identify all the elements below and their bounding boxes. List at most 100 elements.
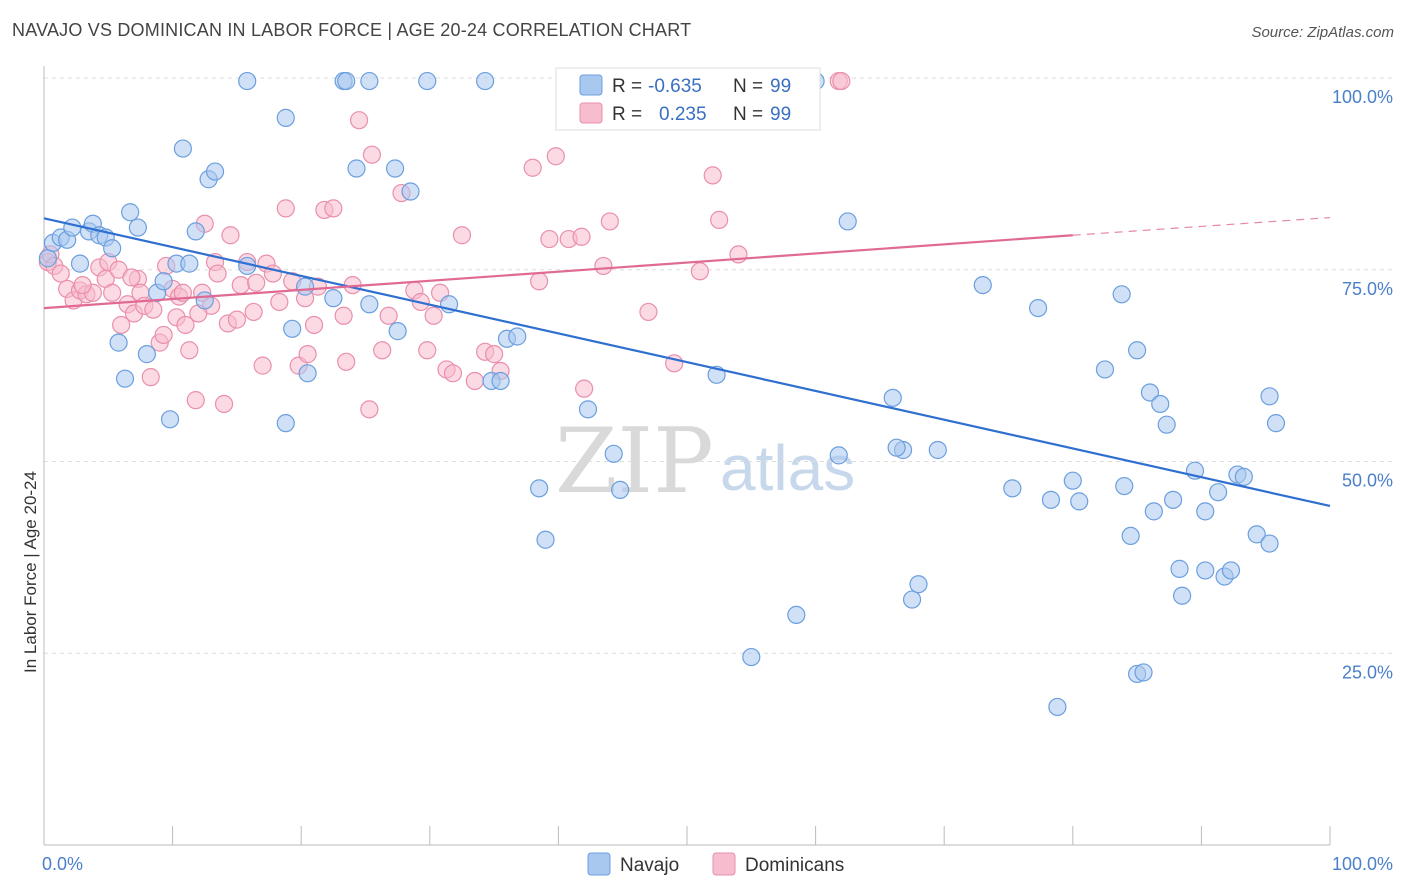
dominican-point — [276, 199, 295, 218]
bottom-legend-label-dominican: Dominicans — [745, 855, 844, 876]
dominican-point — [231, 275, 250, 295]
navajo-point — [1209, 483, 1228, 502]
dominican-point — [144, 300, 163, 319]
dominican-point — [540, 229, 559, 249]
navajo-point — [536, 530, 555, 549]
navajo-point — [238, 71, 257, 91]
navajo-point — [103, 239, 122, 258]
navajo-point — [1127, 341, 1147, 360]
navajo-point — [1170, 559, 1189, 578]
navajo-point — [180, 254, 199, 273]
correlation-legend: R = -0.635 N = 99 R = 0.235 N = 99 — [555, 67, 821, 131]
navajo-point — [1063, 471, 1082, 490]
y-tick-label: 25.0% — [1342, 662, 1393, 682]
navajo-point — [1221, 561, 1241, 580]
navajo-point — [1144, 502, 1163, 521]
navajo-point — [1028, 299, 1048, 318]
trend-lines — [43, 216, 1331, 508]
dominican-point — [141, 368, 160, 387]
navajo-point — [115, 369, 135, 388]
navajo-points — [38, 71, 1286, 717]
dominican-point — [253, 356, 272, 375]
dominican-point — [418, 341, 437, 360]
dominican-point — [214, 394, 234, 414]
dominican-point — [523, 158, 542, 177]
legend-n-label-navajo: N = — [733, 76, 763, 97]
navajo-point — [1196, 502, 1215, 521]
dominican-point — [304, 315, 324, 335]
navajo-point — [128, 218, 147, 237]
dominican-point — [443, 364, 463, 383]
navajo-point — [38, 249, 57, 268]
legend-r-value-navajo: -0.635 — [648, 76, 702, 97]
dominican-point — [530, 272, 549, 291]
navajo-point — [276, 414, 295, 433]
navajo-point — [295, 277, 315, 296]
navajo-point — [205, 162, 225, 181]
dominican-point — [270, 292, 289, 312]
navajo-point — [1134, 663, 1153, 682]
navajo-point — [1234, 467, 1253, 486]
bottom-legend-label-navajo: Navajo — [620, 855, 679, 876]
dominican-point — [334, 306, 353, 325]
navajo-point — [385, 159, 405, 178]
dominican-point — [832, 71, 851, 91]
navajo-point — [1247, 525, 1266, 544]
dominican-trend-extension — [1072, 216, 1331, 236]
navajo-point — [337, 71, 356, 91]
dominican-point — [465, 371, 484, 391]
legend-n-value-dominican: 99 — [770, 104, 791, 125]
dominican-point — [710, 210, 729, 229]
dominican-point — [362, 145, 382, 164]
dominican-point — [227, 310, 246, 329]
dominican-point — [324, 199, 343, 218]
series-legend: Navajo Dominicans — [587, 852, 844, 876]
dominican-point — [180, 341, 199, 360]
navajo-point — [121, 203, 140, 222]
dominican-point — [221, 226, 240, 245]
dominican-point — [244, 302, 263, 322]
navajo-point — [324, 289, 343, 308]
navajo-point — [388, 322, 407, 341]
navajo-point — [109, 333, 128, 352]
dominican-point — [572, 227, 591, 246]
dominican-point — [51, 264, 70, 283]
dominican-point — [208, 264, 227, 283]
navajo-point — [973, 275, 992, 295]
dominican-point — [349, 111, 369, 130]
dominican-point — [690, 262, 709, 281]
navajo-point — [137, 345, 156, 364]
dominican-point — [298, 345, 317, 364]
legend-swatch-navajo — [579, 74, 603, 96]
legend-swatch-dominican — [579, 102, 603, 124]
navajo-point — [742, 647, 761, 667]
dominican-point — [485, 345, 504, 364]
dominican-point — [73, 275, 92, 295]
dominican-point — [424, 306, 443, 325]
navajo-point — [1003, 479, 1022, 498]
dominican-point — [360, 400, 379, 419]
dominican-point — [379, 306, 398, 325]
navajo-point — [70, 254, 90, 273]
navajo-point — [401, 182, 420, 201]
dominican-point — [337, 352, 356, 371]
tick-labels: 25.0% 50.0% 75.0% 100.0% 0.0% 100.0% — [42, 87, 1393, 874]
navajo-point — [883, 388, 902, 407]
navajo-point — [1048, 697, 1067, 717]
dominican-point — [154, 325, 173, 345]
dominican-point — [176, 315, 195, 335]
legend-r-label-dominican: R = — [612, 104, 642, 125]
navajo-point — [1070, 492, 1089, 511]
navajo-point — [360, 71, 379, 91]
watermark-atlas: atlas — [720, 432, 855, 504]
navajo-trend-line — [43, 217, 1331, 508]
dominican-point — [575, 379, 594, 398]
dominican-point — [546, 147, 565, 166]
dominican-trend-line — [43, 234, 1073, 310]
dominican-point — [186, 391, 205, 410]
navajo-point — [418, 71, 437, 91]
bottom-legend-swatch-dominican — [712, 852, 736, 876]
navajo-point — [298, 364, 317, 383]
navajo-point — [604, 444, 623, 463]
